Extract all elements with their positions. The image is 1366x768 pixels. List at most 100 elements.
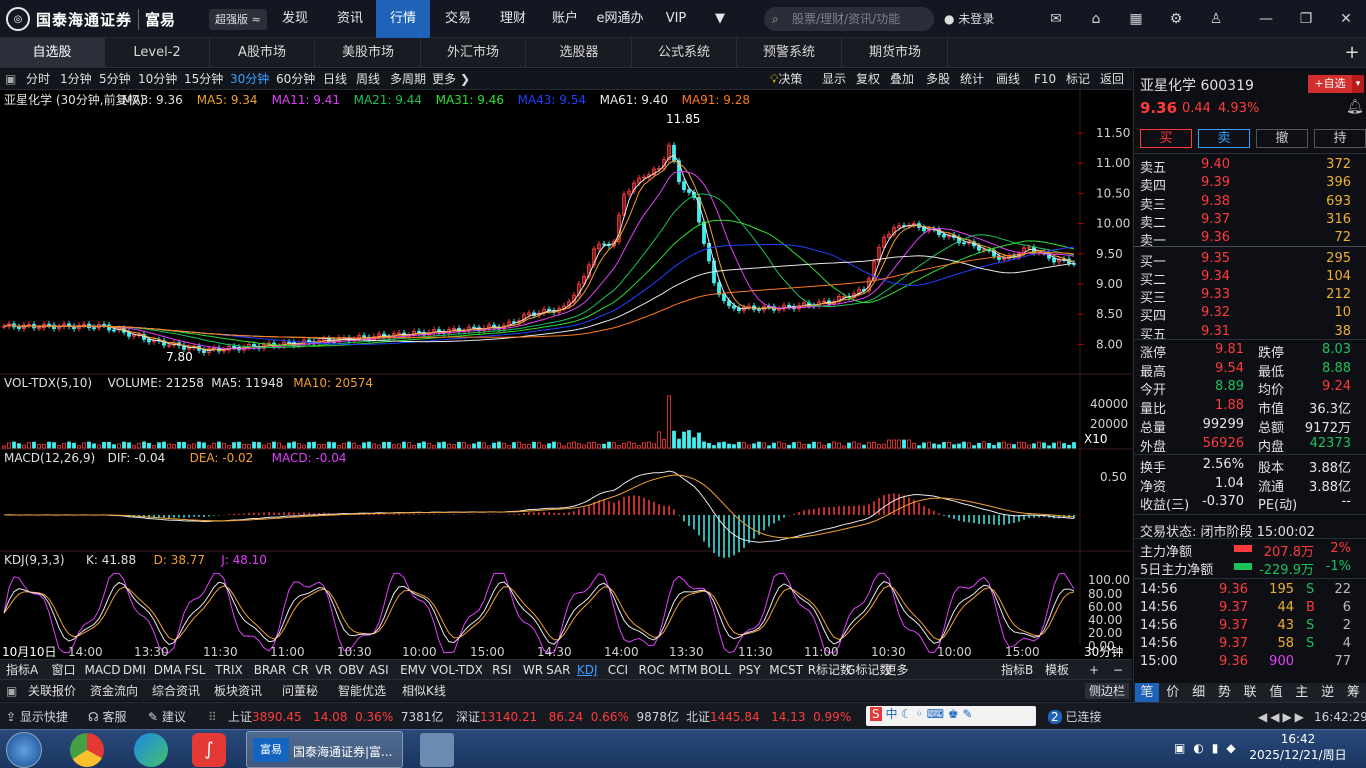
- ask-row[interactable]: 卖一 9.36 72: [1134, 230, 1366, 249]
- period-5[interactable]: 30分钟: [230, 72, 270, 86]
- chrome-icon[interactable]: [70, 733, 104, 767]
- quote-tab-2[interactable]: 细: [1192, 685, 1206, 700]
- chart-tool-4[interactable]: 多股: [926, 72, 951, 86]
- quote-tab-0[interactable]: 笔: [1135, 683, 1159, 703]
- indicator-23[interactable]: MCST: [769, 663, 803, 677]
- market-tab-4[interactable]: 外汇市场: [421, 38, 526, 68]
- indicator-14[interactable]: RSI: [492, 663, 512, 677]
- ask-row[interactable]: 卖三 9.38 693: [1134, 194, 1366, 213]
- quote-tab-4[interactable]: 联: [1243, 685, 1257, 700]
- kline-chart-svg[interactable]: 11.50 11.00 10.50 10.00 9.50 9.00 8.50 8.00 亚星化学…: [0, 90, 1132, 660]
- bottom-tool-1[interactable]: 资金流向: [90, 684, 139, 698]
- minimize-icon[interactable]: —: [1259, 11, 1273, 27]
- indicator-3[interactable]: DMI: [122, 663, 147, 677]
- gear-icon[interactable]: ⚙: [1169, 11, 1183, 27]
- suggest-button[interactable]: ✎ 建议: [148, 710, 186, 724]
- period-4[interactable]: 15分钟: [184, 72, 224, 86]
- nav-6[interactable]: e网通办: [596, 11, 644, 26]
- indicator-8[interactable]: CR: [292, 663, 309, 677]
- indicator-9[interactable]: VR: [315, 663, 332, 677]
- watchlist-dropdown-icon[interactable]: ▾: [1352, 75, 1364, 93]
- more-arrow-icon[interactable]: ❯: [460, 72, 471, 86]
- quote-tab-8[interactable]: 筹: [1346, 685, 1360, 700]
- period-2[interactable]: 5分钟: [99, 72, 131, 86]
- market-tab-1[interactable]: Level-2: [105, 38, 210, 68]
- indicator-24[interactable]: R标记数: [807, 663, 853, 677]
- indicator-21[interactable]: BOLL: [700, 663, 731, 677]
- scroll-arrows-icon[interactable]: ◀◀▶▶: [1258, 710, 1307, 724]
- zoom-in-icon[interactable]: +: [1089, 663, 1100, 677]
- ime-toolbar[interactable]: S 中 ☾ ◦ ⌨ ♚ ✎: [866, 706, 1036, 726]
- lock-icon[interactable]: ⌂: [1091, 11, 1101, 27]
- market-tab-6[interactable]: 公式系统: [632, 38, 737, 68]
- period-7[interactable]: 日线: [323, 72, 348, 86]
- ask-row[interactable]: 卖四 9.39 396: [1134, 175, 1366, 194]
- quote-tab-1[interactable]: 价: [1166, 685, 1180, 700]
- nav-5[interactable]: 账户: [551, 11, 578, 26]
- zoom-out-icon[interactable]: −: [1113, 663, 1124, 677]
- chart-tool-0[interactable]: 💡︎决策: [770, 72, 803, 86]
- period-0[interactable]: 分时: [26, 72, 51, 86]
- bid-row[interactable]: 买三 9.33 212: [1134, 287, 1366, 306]
- indicator-11[interactable]: ASI: [369, 663, 389, 677]
- sz-index[interactable]: 深证13140.21 86.24 0.66% 9878亿: [456, 710, 680, 724]
- chart-tool-7[interactable]: F10: [1034, 72, 1057, 86]
- bid-row[interactable]: 买五 9.31 38: [1134, 324, 1366, 343]
- shirt-icon[interactable]: ♙: [1209, 11, 1223, 27]
- indicator-12[interactable]: EMV: [400, 663, 427, 677]
- sidebar-button[interactable]: 侧边栏: [1085, 683, 1130, 699]
- chart-tool-8[interactable]: 标记: [1066, 72, 1091, 86]
- restore-icon[interactable]: ❐: [1299, 11, 1313, 27]
- sh-index[interactable]: 上证3890.45 14.08 0.36% 7381亿: [228, 710, 444, 724]
- indicator-right-1[interactable]: 模板: [1045, 663, 1070, 677]
- market-tab-5[interactable]: 选股器: [527, 38, 632, 68]
- quote-tab-3[interactable]: 势: [1217, 685, 1231, 700]
- bid-row[interactable]: 买四 9.32 10: [1134, 305, 1366, 324]
- market-tab-7[interactable]: 预警系统: [737, 38, 842, 68]
- search-input[interactable]: ⌕ 股票/理财/资讯/功能: [764, 7, 934, 31]
- tray-icons[interactable]: ▣◐▮◆: [1174, 741, 1244, 755]
- nav-0[interactable]: 发现: [281, 11, 308, 26]
- indicator-17[interactable]: KDJ: [576, 663, 598, 677]
- indicator-15[interactable]: WR: [522, 663, 544, 677]
- period-3[interactable]: 10分钟: [138, 72, 178, 86]
- nav-1[interactable]: 资讯: [336, 11, 363, 26]
- market-tab-3[interactable]: 美股市场: [316, 38, 421, 68]
- trade-button-2[interactable]: 撤: [1256, 129, 1308, 148]
- indicator-13[interactable]: VOL-TDX: [430, 663, 483, 677]
- bottom-tool-0[interactable]: 关联报价: [28, 684, 77, 698]
- chart-tool-5[interactable]: 统计: [960, 72, 985, 86]
- indicator-22[interactable]: PSY: [738, 663, 761, 677]
- bid-row[interactable]: 买一 9.35 295: [1134, 251, 1366, 270]
- indicator-16[interactable]: SAR: [546, 663, 571, 677]
- nav-7[interactable]: VIP: [665, 11, 687, 26]
- bottom-tool-5[interactable]: 智能优选: [338, 684, 387, 698]
- period-9[interactable]: 多周期: [390, 72, 427, 86]
- grid-icon[interactable]: ▦: [1129, 11, 1143, 27]
- indicator-5[interactable]: FSL: [184, 663, 206, 677]
- bottom-tool-4[interactable]: 问董秘: [282, 684, 319, 698]
- mail-icon[interactable]: ✉: [1050, 11, 1062, 27]
- login-button[interactable]: ● 未登录: [944, 12, 995, 26]
- edge-icon[interactable]: [134, 733, 168, 767]
- app-taskbar-icon[interactable]: ∫: [192, 733, 226, 767]
- kline-chart-area[interactable]: 11.50 11.00 10.50 10.00 9.50 9.00 8.50 8.00 亚星化学…: [0, 90, 1132, 660]
- start-button-icon[interactable]: [6, 732, 42, 768]
- indicator-2[interactable]: MACD: [84, 663, 121, 677]
- add-watchlist-button[interactable]: +自选: [1308, 75, 1352, 93]
- indicator-10[interactable]: OBV: [338, 663, 365, 677]
- quote-tab-6[interactable]: 主: [1295, 685, 1309, 700]
- period-1[interactable]: 1分钟: [60, 72, 92, 86]
- panel-icon[interactable]: ▣: [6, 684, 18, 698]
- quote-tab-5[interactable]: 值: [1269, 685, 1283, 700]
- indicator-26[interactable]: 更多: [884, 663, 909, 677]
- indicator-1[interactable]: 窗口: [51, 663, 76, 677]
- market-tab-0[interactable]: 自选股: [0, 38, 105, 68]
- period-10[interactable]: 更多: [432, 72, 457, 86]
- chart-tool-2[interactable]: 复权: [856, 72, 881, 86]
- indicator-right-0[interactable]: 指标B: [1001, 663, 1034, 677]
- nav-4[interactable]: 理财: [499, 11, 526, 26]
- close-icon[interactable]: ✕: [1340, 11, 1352, 27]
- market-tab-2[interactable]: A股市场: [210, 38, 315, 68]
- indicator-4[interactable]: DMA: [153, 663, 182, 677]
